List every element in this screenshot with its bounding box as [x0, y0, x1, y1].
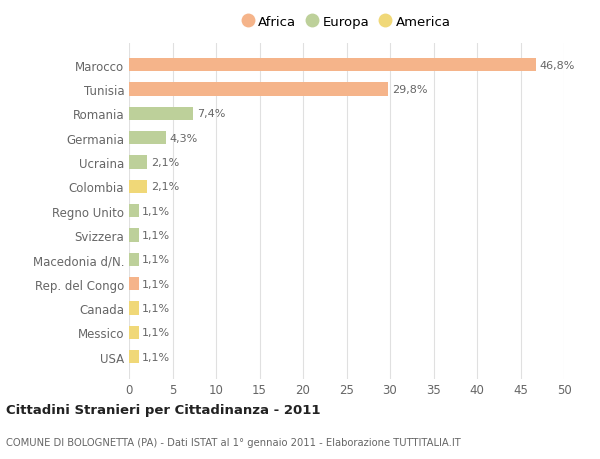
- Text: 1,1%: 1,1%: [142, 255, 170, 265]
- Text: 1,1%: 1,1%: [142, 352, 170, 362]
- Bar: [129, 204, 139, 218]
- Bar: [129, 350, 139, 364]
- Text: 46,8%: 46,8%: [539, 61, 575, 71]
- Text: 1,1%: 1,1%: [142, 206, 170, 216]
- Text: 2,1%: 2,1%: [151, 157, 179, 168]
- Text: 1,1%: 1,1%: [142, 303, 170, 313]
- Bar: [129, 156, 147, 169]
- Bar: [129, 326, 139, 339]
- Legend: Africa, Europa, America: Africa, Europa, America: [238, 11, 455, 33]
- Text: 1,1%: 1,1%: [142, 230, 170, 241]
- Bar: [129, 59, 536, 72]
- Bar: [129, 83, 388, 96]
- Text: Cittadini Stranieri per Cittadinanza - 2011: Cittadini Stranieri per Cittadinanza - 2…: [6, 403, 320, 416]
- Text: 7,4%: 7,4%: [197, 109, 225, 119]
- Text: 2,1%: 2,1%: [151, 182, 179, 192]
- Text: COMUNE DI BOLOGNETTA (PA) - Dati ISTAT al 1° gennaio 2011 - Elaborazione TUTTITA: COMUNE DI BOLOGNETTA (PA) - Dati ISTAT a…: [6, 437, 461, 447]
- Text: 29,8%: 29,8%: [392, 85, 427, 95]
- Bar: [129, 302, 139, 315]
- Text: 4,3%: 4,3%: [170, 133, 198, 143]
- Bar: [129, 180, 147, 194]
- Bar: [129, 253, 139, 266]
- Bar: [129, 229, 139, 242]
- Bar: [129, 107, 193, 121]
- Bar: [129, 277, 139, 291]
- Text: 1,1%: 1,1%: [142, 328, 170, 337]
- Text: 1,1%: 1,1%: [142, 279, 170, 289]
- Bar: [129, 132, 166, 145]
